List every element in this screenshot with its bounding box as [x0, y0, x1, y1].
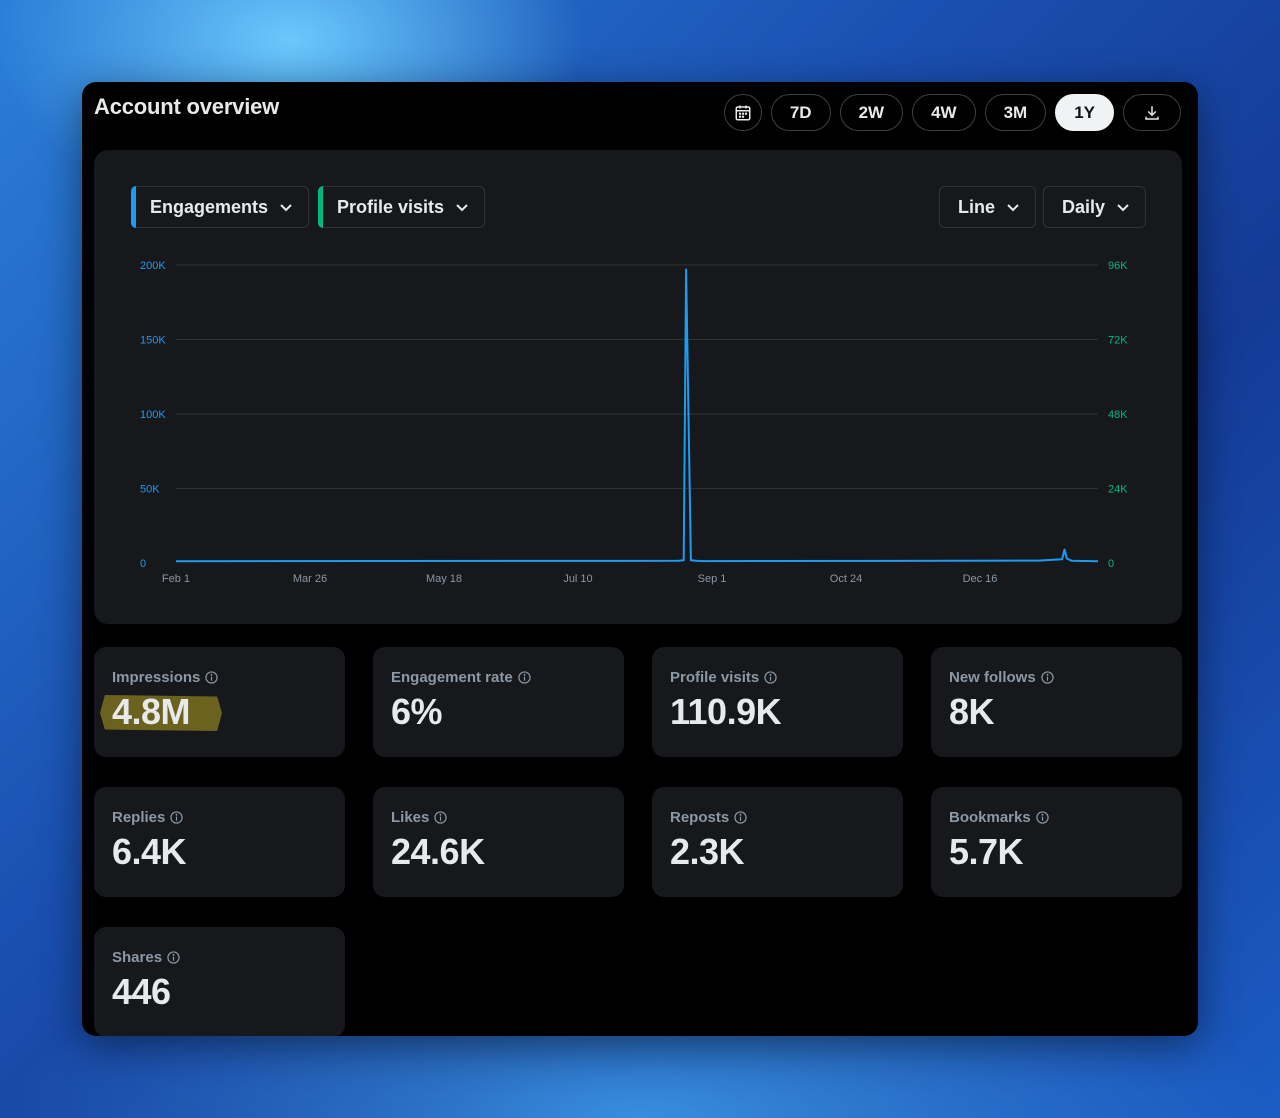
- info-icon[interactable]: [1036, 811, 1049, 824]
- x-tick-label: Jul 10: [563, 573, 592, 585]
- range-4w-button[interactable]: 4W: [912, 94, 976, 131]
- y-left-tick-label: 0: [140, 558, 146, 570]
- stat-label-shares: Shares: [112, 949, 180, 966]
- stat-card-new-follows: New follows 8K: [931, 647, 1182, 757]
- stat-label-replies: Replies: [112, 809, 184, 826]
- stat-card-bookmarks: Bookmarks 5.7K: [931, 787, 1182, 897]
- series-color-swatch: [131, 186, 136, 228]
- stat-label-text: Likes: [391, 809, 430, 826]
- stat-value-shares: 446: [112, 971, 171, 1012]
- metric-select-engagements[interactable]: Engagements: [131, 186, 310, 228]
- interval-select[interactable]: Daily: [1043, 186, 1147, 228]
- stat-label-reposts: Reposts: [670, 809, 747, 826]
- stat-label-new-follows: New follows: [949, 669, 1054, 686]
- stat-value-profile-visits: 110.9K: [670, 691, 782, 732]
- stat-label-bookmarks: Bookmarks: [949, 809, 1049, 826]
- stat-value-replies: 6.4K: [112, 831, 187, 872]
- x-tick-label: Mar 26: [293, 573, 327, 585]
- stat-label-text: Replies: [112, 809, 166, 826]
- y-right-tick-label: 96K: [1108, 260, 1128, 272]
- y-right-tick-label: 0: [1108, 558, 1114, 570]
- stat-value-bookmarks: 5.7K: [949, 831, 1024, 872]
- y-right-tick-label: 48K: [1108, 409, 1128, 421]
- info-icon[interactable]: [167, 951, 180, 964]
- y-left-tick-label: 150K: [140, 335, 166, 347]
- stat-card-reposts: Reposts 2.3K: [652, 787, 903, 897]
- y-right-tick-label: 72K: [1108, 335, 1128, 347]
- info-icon[interactable]: [734, 811, 747, 824]
- stat-label-text: Profile visits: [670, 669, 760, 686]
- x-tick-label: May 18: [426, 573, 462, 585]
- page-title: Account overview: [94, 94, 280, 119]
- info-icon[interactable]: [1041, 671, 1054, 684]
- stat-card-replies: Replies 6.4K: [94, 787, 345, 897]
- stat-label-impressions: Impressions: [112, 669, 219, 686]
- stat-value-reposts: 2.3K: [670, 831, 745, 872]
- stat-label-text: Bookmarks: [949, 809, 1031, 826]
- metric-select-profile-visits[interactable]: Profile visits: [318, 186, 486, 228]
- chevron-down-icon: [280, 204, 292, 212]
- stat-label-text: New follows: [949, 669, 1036, 686]
- x-tick-label: Oct 24: [830, 573, 862, 585]
- metric-select-label: Engagements: [150, 196, 269, 217]
- range-2w-button[interactable]: 2W: [839, 94, 904, 131]
- stat-value-new-follows: 8K: [949, 691, 995, 732]
- calendar-icon: [735, 105, 751, 120]
- chart-type-label: Line: [958, 196, 996, 217]
- account-overview-window: Account overview 7D 2W 4W 3M 1Y Engageme…: [82, 82, 1198, 1036]
- stat-card-shares: Shares 446: [94, 927, 345, 1036]
- stat-card-engagement-rate: Engagement rate 6%: [373, 647, 624, 757]
- engagement-line-chart: 0 0 50K 24K 100K 48K 150K 72K 200K 96K Feb 1 Mar 26…: [140, 260, 1128, 585]
- download-button[interactable]: [1123, 94, 1181, 131]
- range-7d-button[interactable]: 7D: [770, 94, 831, 131]
- stat-label-text: Impressions: [112, 669, 201, 686]
- y-left-tick-label: 50K: [140, 484, 160, 496]
- stat-label-likes: Likes: [391, 809, 448, 826]
- metric-select-label: Profile visits: [337, 196, 445, 217]
- info-icon[interactable]: [518, 671, 531, 684]
- chevron-down-icon: [1007, 204, 1019, 212]
- x-tick-label: Dec 16: [963, 573, 998, 585]
- y-right-tick-label: 24K: [1108, 484, 1128, 496]
- stat-label-engagement-rate: Engagement rate: [391, 669, 531, 686]
- stat-label-profile-visits: Profile visits: [670, 669, 777, 686]
- x-tick-label: Feb 1: [162, 573, 190, 585]
- value-highlight: [100, 695, 222, 731]
- range-1y-button[interactable]: 1Y: [1055, 94, 1114, 131]
- chart-type-select[interactable]: Line: [939, 186, 1037, 228]
- x-tick-label: Sep 1: [698, 573, 727, 585]
- stat-label-text: Reposts: [670, 809, 730, 826]
- series-line-engagements: [175, 268, 1099, 563]
- interval-label: Daily: [1062, 196, 1106, 217]
- stat-value-engagement-rate: 6%: [391, 691, 443, 732]
- stat-card-likes: Likes 24.6K: [373, 787, 624, 897]
- series-color-swatch: [318, 186, 323, 228]
- info-icon[interactable]: [205, 671, 219, 684]
- stat-card-impressions: Impressions 4.8M: [94, 647, 345, 757]
- y-left-tick-label: 200K: [140, 260, 166, 272]
- chevron-down-icon: [456, 204, 468, 212]
- stat-value-impressions: 4.8M: [112, 691, 191, 732]
- info-icon[interactable]: [434, 811, 448, 824]
- calendar-button[interactable]: [723, 94, 762, 131]
- download-icon: [1145, 105, 1159, 120]
- info-icon[interactable]: [170, 811, 184, 824]
- stat-label-text: Shares: [112, 949, 163, 966]
- stat-label-text: Engagement rate: [391, 669, 513, 686]
- stat-card-profile-visits: Profile visits 110.9K: [652, 647, 903, 757]
- stat-value-likes: 24.6K: [391, 831, 485, 872]
- y-left-tick-label: 100K: [140, 409, 166, 421]
- info-icon[interactable]: [764, 671, 777, 684]
- range-3m-button[interactable]: 3M: [984, 94, 1047, 131]
- date-range-bar: 7D 2W 4W 3M 1Y: [723, 94, 1181, 131]
- chevron-down-icon: [1117, 204, 1129, 212]
